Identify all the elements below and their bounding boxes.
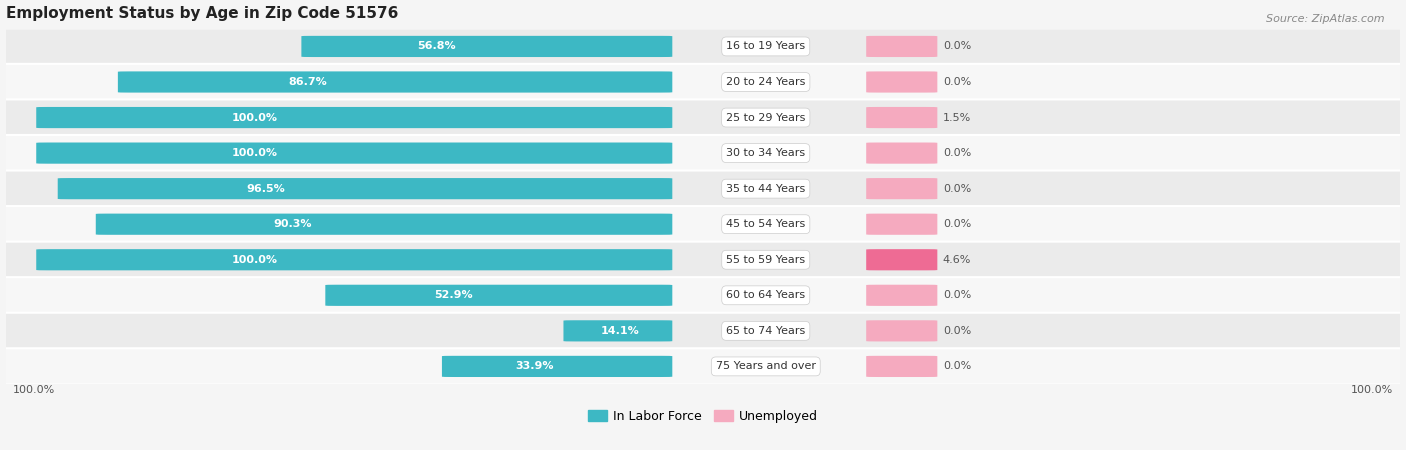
FancyBboxPatch shape xyxy=(37,107,672,128)
Text: 100.0%: 100.0% xyxy=(232,148,277,158)
FancyBboxPatch shape xyxy=(0,348,1406,385)
FancyBboxPatch shape xyxy=(866,356,938,377)
Text: 0.0%: 0.0% xyxy=(943,184,972,194)
FancyBboxPatch shape xyxy=(301,36,672,57)
FancyBboxPatch shape xyxy=(0,277,1406,314)
Text: 35 to 44 Years: 35 to 44 Years xyxy=(725,184,806,194)
Text: 25 to 29 Years: 25 to 29 Years xyxy=(725,112,806,122)
Text: 33.9%: 33.9% xyxy=(516,361,554,371)
Text: 55 to 59 Years: 55 to 59 Years xyxy=(727,255,806,265)
Text: 0.0%: 0.0% xyxy=(943,41,972,51)
FancyBboxPatch shape xyxy=(866,320,938,342)
FancyBboxPatch shape xyxy=(0,313,1406,349)
Text: 0.0%: 0.0% xyxy=(943,219,972,229)
Legend: In Labor Force, Unemployed: In Labor Force, Unemployed xyxy=(583,405,823,428)
Text: 30 to 34 Years: 30 to 34 Years xyxy=(727,148,806,158)
Text: 65 to 74 Years: 65 to 74 Years xyxy=(725,326,806,336)
FancyBboxPatch shape xyxy=(37,143,672,164)
Text: 100.0%: 100.0% xyxy=(1351,385,1393,395)
FancyBboxPatch shape xyxy=(0,206,1406,243)
Text: 75 Years and over: 75 Years and over xyxy=(716,361,815,371)
Text: 52.9%: 52.9% xyxy=(434,290,472,300)
FancyBboxPatch shape xyxy=(866,72,938,93)
Text: 1.5%: 1.5% xyxy=(943,112,972,122)
Text: 90.3%: 90.3% xyxy=(273,219,312,229)
Text: 56.8%: 56.8% xyxy=(418,41,456,51)
FancyBboxPatch shape xyxy=(0,171,1406,207)
FancyBboxPatch shape xyxy=(866,214,938,235)
FancyBboxPatch shape xyxy=(866,249,938,270)
FancyBboxPatch shape xyxy=(0,64,1406,100)
FancyBboxPatch shape xyxy=(0,242,1406,278)
Text: 45 to 54 Years: 45 to 54 Years xyxy=(725,219,806,229)
Text: 4.6%: 4.6% xyxy=(943,255,972,265)
Text: 100.0%: 100.0% xyxy=(232,112,277,122)
FancyBboxPatch shape xyxy=(96,214,672,235)
FancyBboxPatch shape xyxy=(325,285,672,306)
FancyBboxPatch shape xyxy=(866,36,938,57)
FancyBboxPatch shape xyxy=(0,28,1406,64)
Text: 96.5%: 96.5% xyxy=(246,184,285,194)
Text: 16 to 19 Years: 16 to 19 Years xyxy=(727,41,806,51)
Text: 86.7%: 86.7% xyxy=(288,77,328,87)
FancyBboxPatch shape xyxy=(441,356,672,377)
FancyBboxPatch shape xyxy=(37,249,672,270)
FancyBboxPatch shape xyxy=(0,135,1406,171)
FancyBboxPatch shape xyxy=(866,178,938,199)
Text: 0.0%: 0.0% xyxy=(943,361,972,371)
FancyBboxPatch shape xyxy=(0,99,1406,136)
FancyBboxPatch shape xyxy=(866,107,938,128)
FancyBboxPatch shape xyxy=(866,143,938,164)
FancyBboxPatch shape xyxy=(58,178,672,199)
Text: 0.0%: 0.0% xyxy=(943,290,972,300)
Text: 20 to 24 Years: 20 to 24 Years xyxy=(725,77,806,87)
Text: 60 to 64 Years: 60 to 64 Years xyxy=(727,290,806,300)
Text: 100.0%: 100.0% xyxy=(13,385,55,395)
FancyBboxPatch shape xyxy=(564,320,672,342)
Text: Employment Status by Age in Zip Code 51576: Employment Status by Age in Zip Code 515… xyxy=(6,5,398,21)
FancyBboxPatch shape xyxy=(118,72,672,93)
Text: 0.0%: 0.0% xyxy=(943,77,972,87)
Text: 100.0%: 100.0% xyxy=(232,255,277,265)
Text: 14.1%: 14.1% xyxy=(600,326,640,336)
Text: 0.0%: 0.0% xyxy=(943,326,972,336)
Text: 0.0%: 0.0% xyxy=(943,148,972,158)
Text: Source: ZipAtlas.com: Source: ZipAtlas.com xyxy=(1267,14,1385,23)
FancyBboxPatch shape xyxy=(866,285,938,306)
